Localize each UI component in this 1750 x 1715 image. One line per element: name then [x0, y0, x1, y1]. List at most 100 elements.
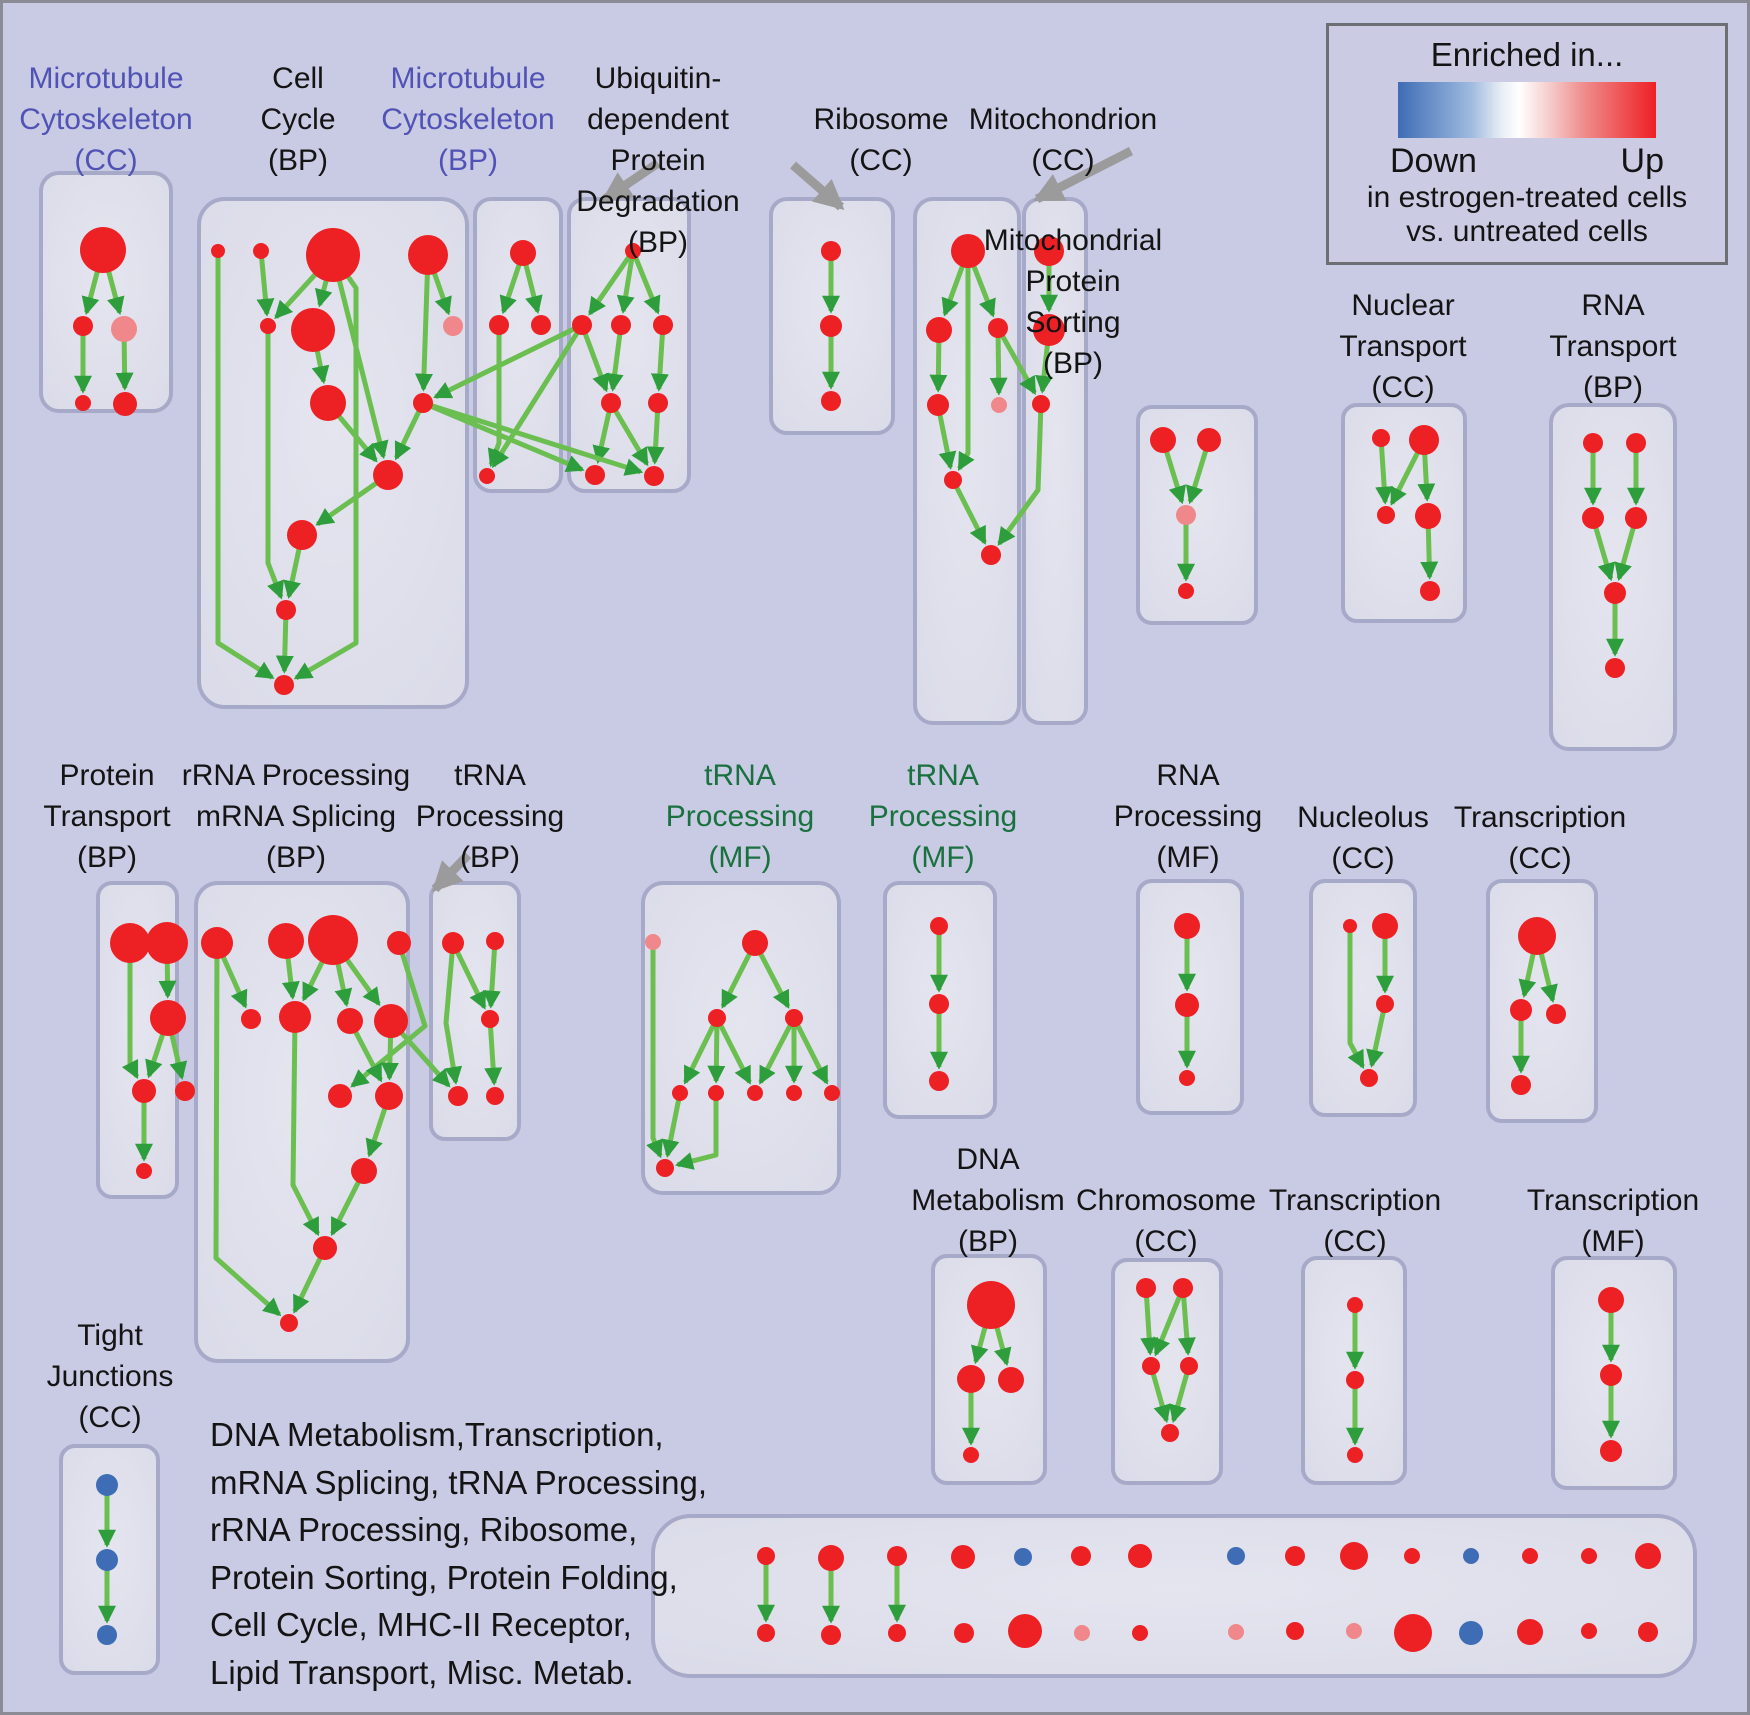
cluster-label-cell-cycle-bp: Cell Cycle (BP): [260, 62, 335, 177]
layer-boxes: [39, 171, 1697, 1678]
node-protein-transport-bp-1: [146, 922, 188, 964]
node-chromosome-cc-2: [1142, 1357, 1160, 1375]
node-nucleolus-cc-2: [1376, 995, 1394, 1013]
node-mito-cc-2: [1032, 395, 1050, 413]
node-ribosome-cc-3: [927, 394, 949, 416]
node-rrna-bp-1: [268, 923, 304, 959]
node-misc-box-14: [1463, 1548, 1479, 1564]
node-misc-box-27: [1517, 1619, 1543, 1645]
cross-edge: [491, 323, 585, 469]
node-trna-mf-small-2: [929, 1071, 949, 1091]
node-trna-mf-big-7: [786, 1085, 802, 1101]
edge-cell-cycle-bp: [394, 401, 426, 461]
node-trna-bp-1: [486, 932, 504, 950]
node-cell-cycle-bp-10: [287, 520, 317, 550]
node-cell-cycle-bp-8: [413, 393, 433, 413]
node-misc-box-4: [887, 1546, 907, 1566]
node-trna-mf-big-4: [672, 1085, 688, 1101]
node-rna-proc-mf-2: [1179, 1070, 1195, 1086]
edge-trna-mf-big: [661, 1092, 683, 1158]
edge-ubiq-bp: [630, 250, 661, 315]
node-trna-mf-big-5: [708, 1085, 724, 1101]
layer-nodes: [73, 227, 1661, 1652]
cross-edge: [422, 400, 644, 476]
node-transcription-mf-1: [1600, 1364, 1622, 1386]
node-rna-proc-mf-0: [1174, 913, 1200, 939]
node-cell-cycle-bp-0: [211, 244, 225, 258]
node-nuclear-transport-cc-3: [1415, 503, 1441, 529]
cluster-label-transcription-cc-mid: Transcription (CC): [1454, 801, 1626, 875]
node-protein-transport-bp-5: [136, 1163, 152, 1179]
node-rna-transport-bp-0: [1583, 433, 1603, 453]
node-cell-cycle-bp-2: [306, 228, 360, 282]
node-mt-cc-4: [113, 392, 137, 416]
node-cell-cycle-bp-7: [310, 385, 346, 421]
edge-ubiq-bp: [608, 401, 650, 467]
misc-annotation-line: Cell Cycle, MHC-II Receptor,: [210, 1606, 632, 1643]
node-dna-metab-bp-3: [963, 1447, 979, 1463]
edge-rrna-bp: [290, 1016, 320, 1237]
node-nuclear-transport-cc-4: [1420, 581, 1440, 601]
node-chromosome-cc-0: [1136, 1278, 1156, 1298]
edge-trna-mf-big: [707, 1017, 726, 1084]
node-ubiq-bp-4: [601, 393, 621, 413]
node-trna-mf-big-9: [656, 1159, 674, 1177]
node-ubiq-chain-2: [821, 391, 841, 411]
node-dna-metab-bp-2: [998, 1367, 1024, 1393]
node-dna-metab-bp-0: [967, 1281, 1015, 1329]
misc-annotation-line: Protein Sorting, Protein Folding,: [210, 1558, 678, 1596]
cluster-label-dna-metab-bp: DNA Metabolism (BP): [911, 1143, 1064, 1258]
node-trna-mf-big-6: [747, 1085, 763, 1101]
node-misc-box-12: [1340, 1542, 1368, 1570]
legend-endpoint-labels: Down Up: [1390, 142, 1664, 181]
edge-ubiq-bp: [587, 249, 636, 316]
cluster-label-ubiq-bp: Ubiquitin-dependent Protein Degradation (BP…: [576, 62, 739, 259]
legend: Enriched in... Down Up in estrogen-treat…: [1326, 23, 1728, 265]
node-cell-cycle-bp-11: [276, 600, 296, 620]
node-rrna-bp-0: [201, 927, 233, 959]
node-cell-cycle-bp-4: [260, 318, 276, 334]
node-rrna-bp-10: [351, 1158, 377, 1184]
edge-trna-mf-big: [758, 1016, 797, 1085]
node-misc-box-13: [1404, 1548, 1420, 1564]
cluster-label-trna-mf-small: tRNA Processing (MF): [869, 759, 1017, 874]
legend-up-label: Up: [1620, 142, 1664, 180]
cluster-label-nuclear-transport-cc: Nuclear Transport (CC): [1339, 289, 1467, 404]
label-pointer-arrow: [601, 159, 661, 203]
node-misc-box-25: [1394, 1614, 1432, 1652]
cluster-box-trna-mf-big: [641, 881, 841, 1195]
edge-rrna-bp: [213, 942, 282, 1317]
figure-svg: Microtubule Cytoskeleton (CC) Cell Cycle (BP)…: [19, 62, 1699, 1678]
node-rna-transport-bp-1: [1626, 433, 1646, 453]
node-misc-box-17: [1635, 1543, 1661, 1569]
node-mt-bp-2: [531, 315, 551, 335]
label-pointer-arrow: [1032, 146, 1134, 204]
node-rrna-bp-6: [337, 1008, 363, 1034]
node-trna-mf-small-1: [929, 994, 949, 1014]
cluster-label-rrna-bp: rRNA Processing mRNA Splicing (BP): [182, 759, 410, 874]
node-transcription-cc-mid-2: [1546, 1004, 1566, 1024]
node-trna-mf-big-8: [824, 1085, 840, 1101]
node-mps-bp-2: [1176, 505, 1196, 525]
node-ubiq-bp-5: [648, 393, 668, 413]
node-transcription-cc-mid-0: [1518, 917, 1556, 955]
node-misc-box-8: [1071, 1546, 1091, 1566]
node-ubiq-bp-1: [572, 315, 592, 335]
node-transcription-mf-0: [1598, 1287, 1624, 1313]
node-chromosome-cc-4: [1161, 1424, 1179, 1442]
node-ribosome-cc-2: [988, 318, 1008, 338]
cluster-label-mt-cc: Microtubule Cytoskeleton (CC): [19, 62, 192, 177]
cluster-box-dna-metab-bp: [931, 1254, 1047, 1485]
misc-annotation-line: DNA Metabolism,Transcription,: [210, 1416, 664, 1453]
node-ubiq-chain-0: [821, 241, 841, 261]
edge-nucleolus-cc: [1347, 926, 1365, 1069]
node-trna-mf-big-3: [785, 1009, 803, 1027]
node-rrna-bp-8: [328, 1084, 352, 1108]
edge-ribosome-cc: [950, 478, 987, 545]
node-rrna-bp-2: [308, 915, 358, 965]
node-cell-cycle-bp-9: [373, 460, 403, 490]
node-ubiq-bp-3: [653, 315, 673, 335]
node-ribosome-cc-4: [991, 397, 1007, 413]
node-tight-junctions-cc-1: [96, 1549, 118, 1571]
